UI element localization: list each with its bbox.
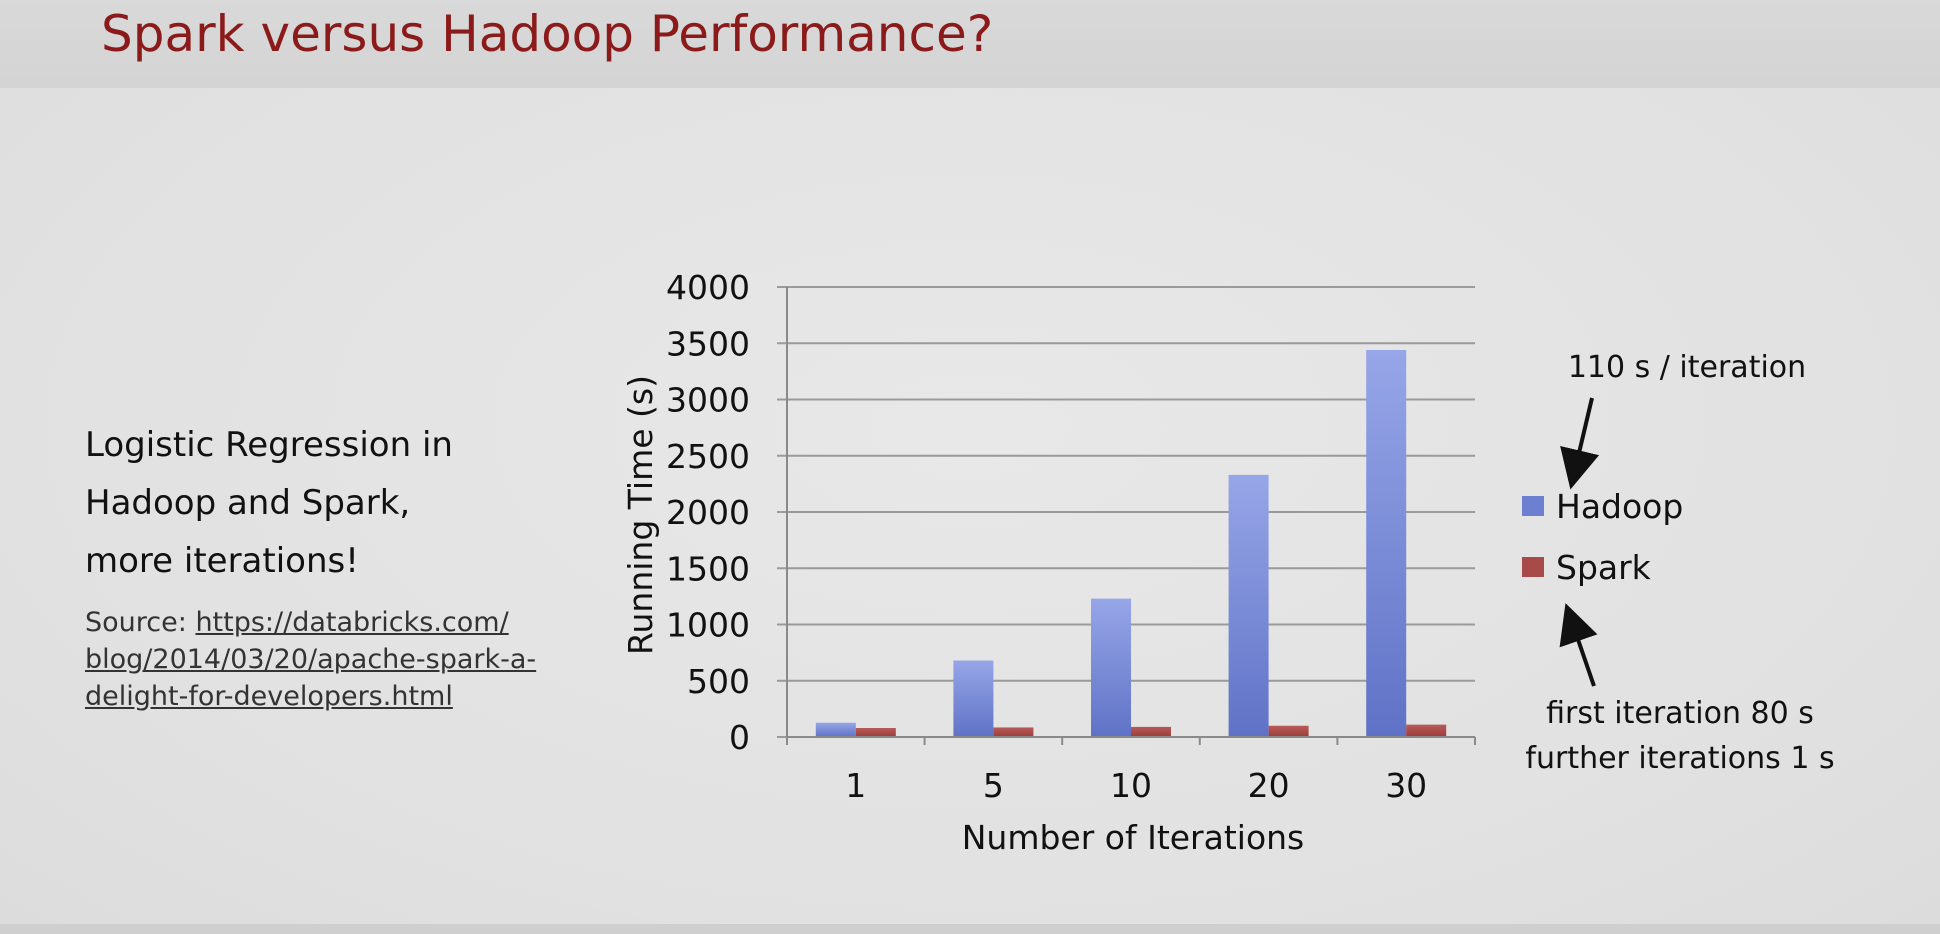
x-tick-label: 30	[1385, 766, 1427, 805]
legend: Hadoop Spark	[1522, 487, 1683, 587]
bar-spark	[1131, 726, 1171, 737]
x-tick-label: 1	[845, 766, 866, 805]
x-tick-label: 5	[983, 766, 1004, 805]
bar-spark	[1268, 725, 1309, 737]
y-tick-label: 3500	[666, 324, 750, 363]
x-tick-label: 10	[1110, 766, 1152, 805]
y-tick-label: 0	[729, 718, 750, 757]
spark-annotation-arrow	[1559, 603, 1598, 687]
bar-spark	[855, 728, 896, 737]
hadoop-rate-annotation: 110 s / iteration	[1568, 350, 1806, 385]
y-tick-label: 4000	[666, 268, 750, 307]
y-tick-label: 500	[687, 662, 750, 701]
source-link[interactable]: delight-for-developers.html	[85, 681, 453, 712]
bar-spark	[1406, 724, 1447, 737]
legend-label-spark: Spark	[1556, 548, 1652, 587]
bar-hadoop	[1228, 474, 1269, 737]
bar-spark	[993, 727, 1034, 737]
bottom-strip	[0, 924, 1940, 934]
bar-hadoop	[953, 660, 994, 737]
legend-swatch-hadoop	[1522, 496, 1544, 516]
y-tick-label: 1000	[666, 606, 750, 645]
y-tick-label: 1500	[666, 549, 750, 588]
legend-swatch-spark	[1522, 557, 1544, 577]
title-bar: Spark versus Hadoop Performance?	[0, 0, 1940, 88]
source-link[interactable]: https://databricks.com/	[195, 607, 509, 638]
description-line: more iterations!	[85, 541, 359, 581]
description-block: Logistic Regression in Hadoop and Spark,…	[85, 416, 605, 715]
y-tick-label: 3000	[666, 381, 750, 420]
spark-rate-annotation-line2: further iterations 1 s	[1525, 741, 1834, 776]
y-axis-title: Running Time (s)	[621, 375, 660, 655]
source-line: Source: https://databricks.com/	[85, 604, 605, 641]
legend-label-hadoop: Hadoop	[1556, 487, 1683, 526]
x-axis-title: Number of Iterations	[962, 818, 1305, 857]
y-tick-label: 2500	[666, 437, 750, 476]
description-line: Hadoop and Spark,	[85, 483, 411, 523]
bar-hadoop	[1091, 598, 1131, 737]
source-label: Source:	[85, 607, 187, 638]
spark-rate-annotation-line1: first iteration 80 s	[1546, 696, 1814, 731]
description-line: Logistic Regression in	[85, 425, 453, 465]
x-tick-label: 20	[1248, 766, 1290, 805]
bar-hadoop	[815, 722, 856, 737]
bar-hadoop	[1366, 350, 1407, 737]
y-tick-label: 2000	[666, 493, 750, 532]
source-citation: Source: https://databricks.com/ blog/201…	[85, 604, 605, 715]
source-link[interactable]: blog/2014/03/20/apache-spark-a-	[85, 644, 537, 675]
slide-title: Spark versus Hadoop Performance?	[101, 5, 994, 63]
hadoop-annotation-arrow	[1560, 397, 1600, 490]
